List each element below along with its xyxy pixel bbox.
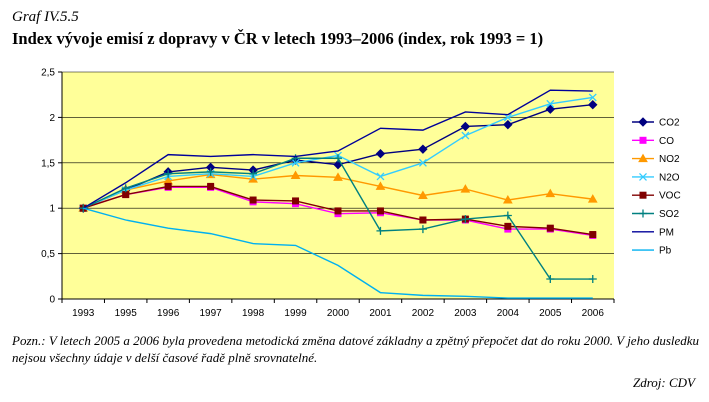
x-tick-label: 1997: [199, 308, 222, 319]
data-point: [291, 158, 300, 167]
data-point: [164, 182, 172, 190]
data-point: [376, 226, 385, 235]
legend-label: VOC: [659, 191, 681, 202]
legend-item-co2: CO2: [632, 117, 680, 129]
series-line: [82, 89, 593, 209]
data-point: [206, 167, 215, 176]
y-tick-label: 2: [49, 113, 55, 124]
data-point: [333, 172, 343, 181]
x-tick-label: 1996: [157, 308, 180, 319]
data-point: [375, 149, 386, 159]
legend: CO2 CO NO2 N2O VOC SO2 PM Pb: [632, 117, 681, 257]
figure-label: Graf IV.5.5: [12, 9, 79, 25]
chart-title: Index vývoje emisí z dopravy v ČR v lete…: [12, 29, 544, 48]
x-tick-label: 2000: [327, 308, 350, 319]
legend-label: CO: [659, 136, 674, 147]
legend-label: Pb: [659, 246, 672, 257]
data-point: [546, 99, 555, 108]
data-point: [291, 154, 300, 163]
legend-item-so2: SO2: [632, 209, 679, 220]
data-point: [418, 158, 427, 167]
data-point: [588, 275, 597, 284]
x-tick-label: 2001: [369, 308, 392, 319]
x-tick-label: 1995: [115, 308, 138, 319]
data-point: [639, 172, 647, 181]
legend-item-voc: VOC: [632, 191, 681, 202]
legend-item-pb: Pb: [632, 246, 672, 257]
y-tick-label: 0,5: [41, 249, 55, 260]
data-point: [503, 119, 513, 130]
data-point: [376, 207, 384, 215]
data-point: [504, 222, 512, 230]
data-point: [639, 191, 647, 199]
y-tick-label: 1: [49, 204, 55, 215]
data-point: [461, 215, 470, 224]
legend-label: SO2: [659, 209, 679, 220]
data-point: [290, 170, 301, 180]
data-point: [121, 184, 130, 193]
data-point: [376, 172, 385, 181]
data-point: [375, 181, 386, 190]
data-point: [249, 169, 258, 178]
data-point: [588, 93, 597, 102]
data-point: [334, 154, 342, 163]
x-tick-label: 2004: [497, 308, 520, 319]
legend-label: CO2: [659, 118, 680, 129]
data-point: [639, 209, 647, 218]
series-pm: [82, 89, 593, 209]
legend-item-pm: PM: [632, 227, 674, 238]
data-point: [546, 224, 554, 232]
x-tick-label: 1993: [72, 308, 95, 319]
x-tick-label: 1999: [284, 308, 307, 319]
legend-label: NO2: [659, 154, 680, 165]
data-point: [334, 207, 342, 215]
data-point: [546, 275, 555, 284]
data-point: [418, 225, 427, 234]
data-point: [460, 121, 471, 132]
data-point: [419, 216, 427, 224]
source-note: Zdroj: CDV: [633, 375, 695, 390]
data-point: [588, 99, 598, 110]
x-axis-ticks: 1993 1995 1996 1997 1998 1999 2000 2001 2002 2003…: [61, 299, 615, 319]
line-chart: 0 0,5 1 1,5 2 2,5 1993 1995 1996 1997 1998 1999 200…: [41, 68, 681, 320]
data-point: [122, 191, 130, 199]
data-point: [249, 196, 257, 204]
data-point: [207, 182, 215, 190]
x-tick-label: 2002: [412, 308, 435, 319]
legend-label: PM: [659, 227, 674, 238]
legend-item-no2: NO2: [632, 153, 680, 165]
data-point: [638, 117, 648, 127]
x-tick-label: 1998: [242, 308, 265, 319]
data-point: [545, 104, 556, 114]
footnote: Pozn.: V letech 2005 a 2006 byla provede…: [12, 333, 700, 365]
x-tick-label: 2005: [539, 308, 562, 319]
y-tick-label: 1,5: [41, 158, 55, 169]
x-tick-label: 2006: [582, 308, 605, 319]
data-point: [639, 136, 647, 144]
series-line: [83, 207, 593, 299]
data-point: [418, 190, 428, 199]
data-point: [502, 195, 513, 204]
legend-item-co: CO: [632, 136, 674, 147]
data-point: [587, 194, 598, 203]
data-point: [461, 131, 470, 140]
x-tick-label: 2003: [454, 308, 477, 319]
data-point: [418, 144, 428, 154]
data-point: [460, 184, 471, 193]
data-point: [589, 231, 597, 239]
series-pb: [83, 207, 593, 299]
legend-item-n2o: N2O: [632, 172, 680, 183]
y-tick-label: 2,5: [41, 68, 55, 79]
series-group: [78, 89, 598, 299]
data-point: [503, 211, 512, 220]
data-point: [292, 197, 300, 205]
data-point: [638, 153, 648, 163]
legend-label: N2O: [659, 172, 680, 183]
y-tick-label: 0: [49, 295, 55, 306]
plot-area: [62, 72, 614, 299]
y-axis-ticks: 0 0,5 1 1,5 2 2,5: [41, 68, 62, 306]
data-point: [164, 169, 173, 178]
data-point: [545, 188, 556, 198]
